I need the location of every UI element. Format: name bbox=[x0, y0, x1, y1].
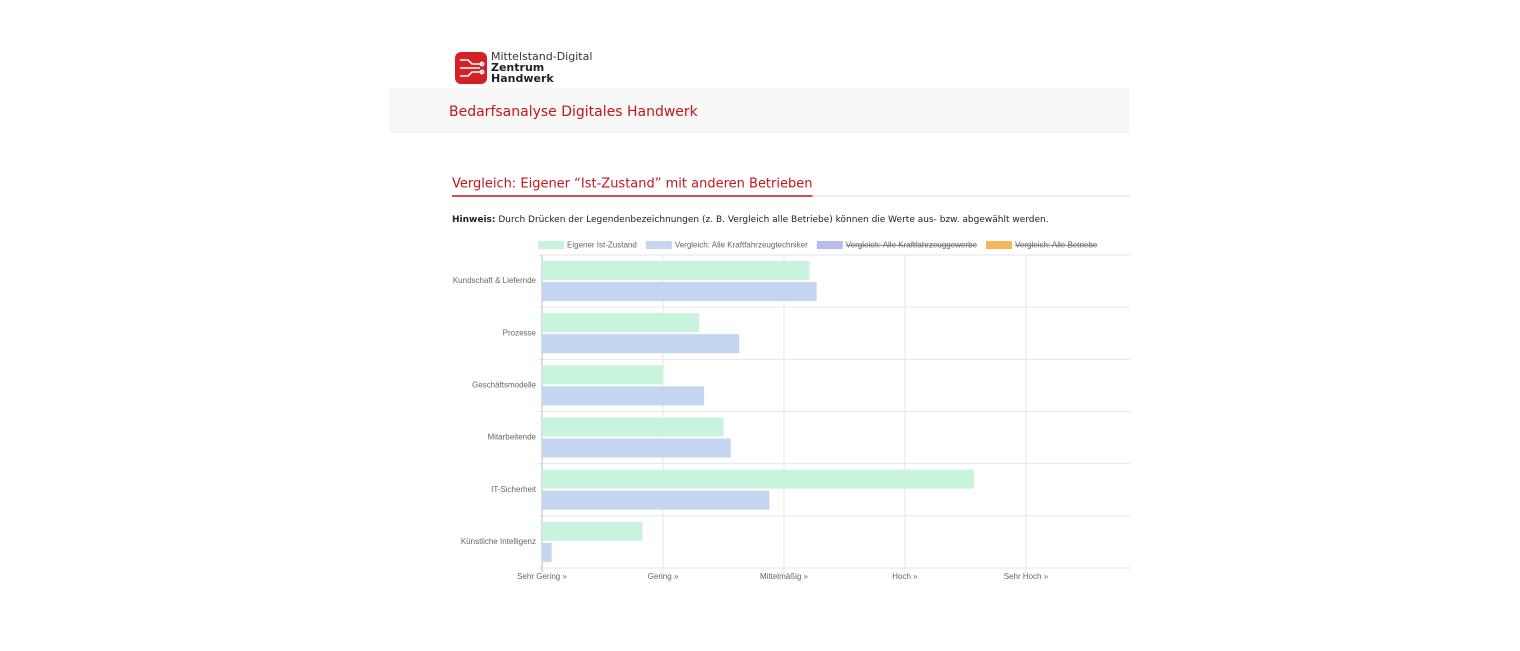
y-tick-label: IT-Sicherheit bbox=[491, 485, 537, 494]
hint-label: Hinweis: bbox=[452, 215, 495, 225]
y-tick-label: Künstliche Intelligenz bbox=[461, 537, 536, 546]
legend-swatch[interactable] bbox=[538, 241, 564, 249]
header-band bbox=[389, 89, 1130, 132]
logo[interactable]: Mittelstand-Digital Zentrum Handwerk bbox=[455, 50, 592, 85]
legend-label[interactable]: Vergleich: Alle Kraftfahrzeugtechniker bbox=[675, 241, 808, 250]
x-tick-label: Gering » bbox=[648, 572, 679, 581]
logo-text: Mittelstand-Digital bbox=[491, 50, 592, 63]
bar bbox=[542, 417, 724, 437]
y-tick-label: Mitarbeitende bbox=[488, 433, 537, 442]
legend-label[interactable]: Vergleich: Alle Betriebe bbox=[1015, 241, 1098, 250]
legend-label[interactable]: Eigener Ist-Zustand bbox=[567, 241, 637, 250]
bar bbox=[542, 261, 810, 280]
bar bbox=[542, 490, 770, 510]
bar bbox=[542, 313, 700, 333]
hint-text: Durch Drücken der Legendenbezeichnungen … bbox=[498, 215, 1048, 225]
x-tick-label: Sehr Hoch » bbox=[1004, 572, 1049, 581]
logo-text: Zentrum bbox=[491, 61, 544, 74]
legend-label[interactable]: Vergleich: Alle Kraftfahrzeuggewerbe bbox=[846, 241, 978, 250]
bar bbox=[542, 365, 663, 385]
page-title: Bedarfsanalyse Digitales Handwerk bbox=[449, 104, 699, 120]
y-tick-label: Prozesse bbox=[503, 328, 537, 337]
bar bbox=[542, 334, 740, 354]
x-tick-label: Mittelmäßig » bbox=[760, 572, 809, 581]
bar bbox=[542, 386, 705, 406]
x-tick-label: Sehr Gering » bbox=[517, 572, 567, 581]
bar bbox=[542, 542, 552, 562]
chart: Sehr Gering » Gering » Mittelmäßig » Hoch »… bbox=[453, 241, 1130, 581]
legend-swatch[interactable] bbox=[645, 241, 672, 249]
hint: Hinweis: Durch Drücken der Legendenbezei… bbox=[452, 215, 1049, 225]
x-tick-label: Hoch » bbox=[892, 572, 918, 581]
legend-swatch[interactable] bbox=[816, 241, 843, 249]
section-heading: Vergleich: Eigener “Ist-Zustand” mit and… bbox=[452, 177, 812, 192]
y-tick-label: Kundschaft & Liefernde bbox=[453, 276, 537, 285]
logo-circuit bbox=[460, 59, 485, 77]
bar bbox=[542, 438, 731, 458]
bar bbox=[542, 469, 974, 489]
legend-swatch[interactable] bbox=[985, 241, 1012, 249]
y-tick-label: Geschäftsmodelle bbox=[472, 381, 537, 390]
bar bbox=[542, 521, 643, 541]
bar bbox=[542, 282, 817, 301]
logo-text: Handwerk bbox=[491, 72, 554, 85]
